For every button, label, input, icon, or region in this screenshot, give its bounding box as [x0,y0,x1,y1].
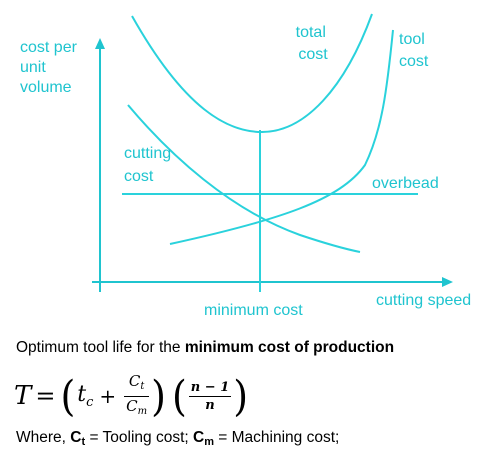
where-prefix: Where, [16,429,71,446]
axes [92,38,453,292]
y-axis-label-line: cost per [20,39,78,56]
total-cost-label-line: total [296,24,326,41]
formula-lhs: T [14,381,32,411]
tool-cost-curve [169,29,394,245]
ct-sub: t [81,436,86,448]
optimum-statement: Optimum tool life for the minimum cost o… [16,339,394,357]
fraction-numerator: n − 1 [190,379,230,395]
overhead-label: overbead [372,175,439,192]
fraction-num-sub: t [140,380,145,392]
cutting-cost-curve [127,104,361,253]
tool-cost-label: tool cost [399,31,429,70]
total-cost-label: total cost [296,24,331,63]
optimum-bold: minimum cost of production [184,339,395,356]
paren-open: ( [171,371,187,421]
where-statement: Where, Ct = Tooling cost; Cm = Machining… [16,429,339,448]
fraction-denominator: Cm [124,396,149,420]
x-axis-arrowhead [442,277,453,287]
fraction-bar [124,395,150,397]
cutting-cost-label-line: cost [124,168,154,185]
formula-plus: + [99,384,117,408]
x-axis-label: cutting speed [376,292,471,309]
fraction-numerator: Ct [127,371,147,395]
fraction-denominator: n [205,397,215,413]
paren-close: ) [151,371,166,421]
cost-speed-diagram: cost per unit volume total cost tool cos… [20,13,471,319]
cutting-cost-label: cutting cost [124,145,176,185]
formula-tc: tc [77,382,93,410]
fraction-den-symbol: C [126,396,138,415]
formula-tc-sub: c [86,395,94,410]
tool-cost-label-line: cost [399,53,429,70]
cutting-cost-label-line: cutting [124,145,171,162]
cm-sub: m [204,436,214,448]
formula-tc-symbol: t [77,382,87,407]
formula-equals: = [35,382,56,410]
cm-desc: = Machining cost; [213,429,340,446]
minimum-cost-label: minimum cost [204,302,303,319]
fraction-ct-over-cm: Ct Cm [124,371,150,420]
y-axis-label-line: unit [20,59,46,76]
y-axis-arrowhead [95,38,105,49]
ct-symbol: C [70,429,82,446]
total-cost-curve [131,13,373,134]
y-axis-label: cost per unit volume [20,39,81,96]
y-axis-label-line: volume [20,79,72,96]
fraction-num-symbol: C [128,371,141,390]
fraction-n-minus-1-over-n: n − 1 n [188,379,232,413]
fraction-bar [188,395,232,397]
total-cost-label-line: cost [298,46,328,63]
tool-cost-label-line: tool [399,31,425,48]
paren-open: ( [60,371,76,421]
optimum-prefix: Optimum tool life for the [16,339,185,356]
tool-life-formula: T = ( tc + Ct Cm ) ( n − 1 n ) [14,368,248,424]
ct-desc: = Tooling cost; [85,429,193,446]
paren-close: ) [233,371,249,421]
fraction-den-sub: m [137,405,148,417]
cm-symbol: C [193,429,205,446]
